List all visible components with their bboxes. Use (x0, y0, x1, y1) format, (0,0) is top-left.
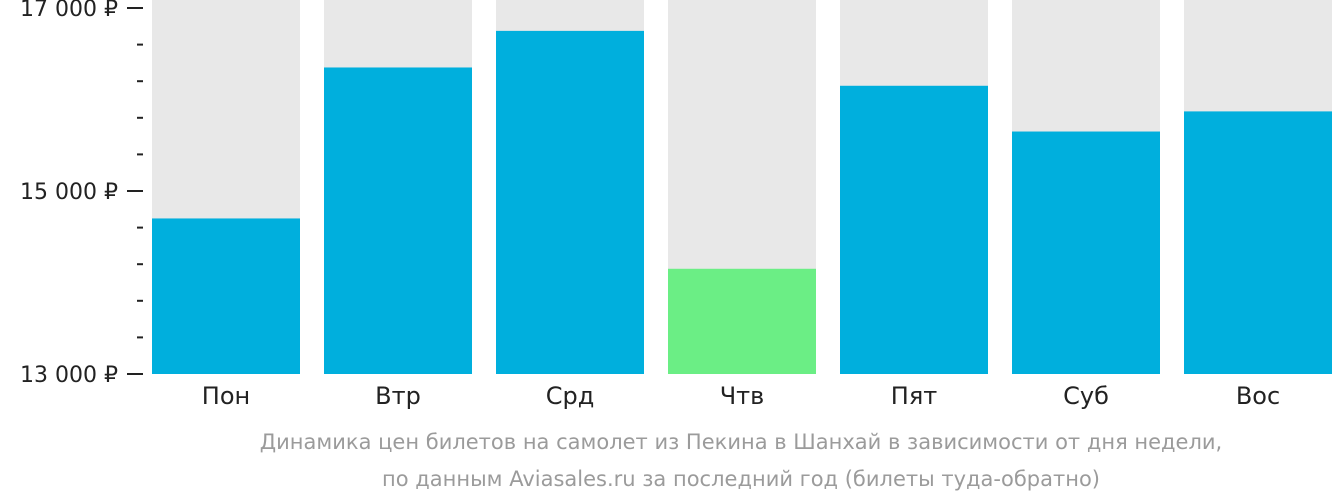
bar-6[interactable] (1012, 131, 1160, 374)
chart-caption-line-1: Динамика цен билетов на самолет из Пекин… (259, 430, 1223, 454)
x-tick-label-7: Вос (1236, 382, 1280, 410)
x-tick-label-4: Чтв (720, 382, 765, 410)
chart-caption-line-2: по данным Aviasales.ru за последний год … (382, 467, 1100, 491)
bar-1[interactable] (152, 218, 300, 374)
x-tick-label-5: Пят (891, 382, 937, 410)
bar-7[interactable] (1184, 111, 1332, 375)
bar-4[interactable] (668, 268, 816, 374)
bars-layer (152, 0, 1332, 375)
y-tick-label-1: 13 000 ₽ (20, 363, 118, 388)
bar-5[interactable] (840, 85, 988, 375)
x-tick-label-2: Втр (375, 382, 421, 410)
x-tick-label-6: Суб (1063, 382, 1109, 410)
y-tick-label-2: 15 000 ₽ (20, 180, 118, 205)
x-tick-label-3: Срд (546, 382, 595, 410)
x-tick-label-1: Пон (202, 382, 250, 410)
bar-3[interactable] (496, 30, 644, 374)
y-axis: 13 000 ₽ 15 000 ₽ 17 000 ₽ (20, 0, 143, 388)
price-by-weekday-chart: 13 000 ₽ 15 000 ₽ 17 000 ₽ Пон Втр Срд Чтв Пят… (20, 0, 1332, 410)
x-axis-labels: Пон Втр Срд Чтв Пят Суб Вос (202, 382, 1280, 410)
y-tick-label-3: 17 000 ₽ (20, 0, 118, 22)
bar-2[interactable] (324, 67, 472, 374)
